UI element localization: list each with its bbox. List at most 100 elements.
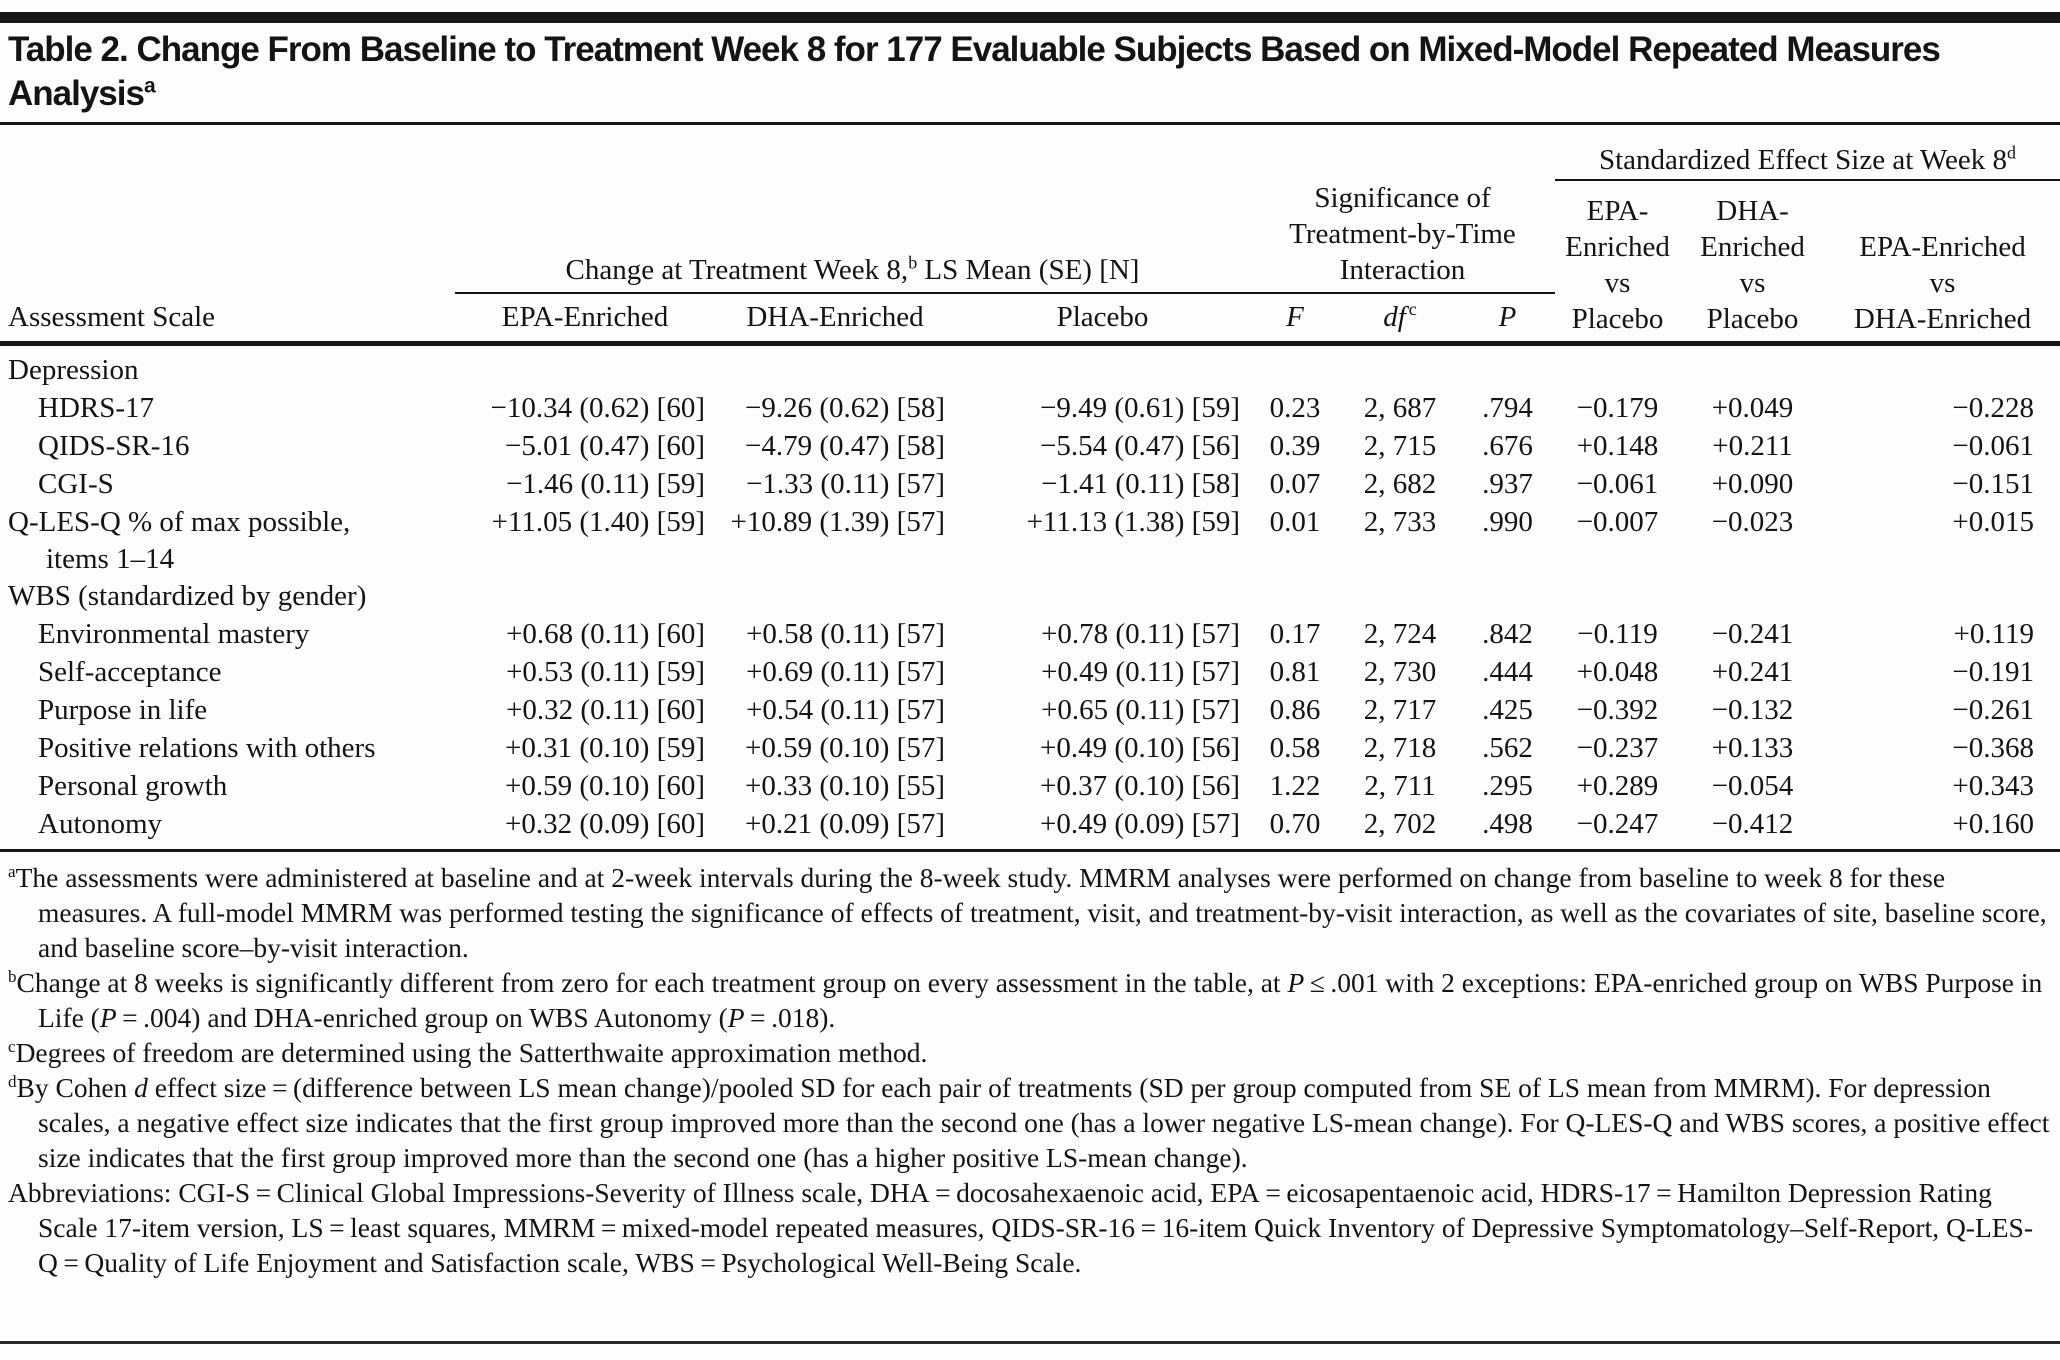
spacer-cell — [0, 125, 455, 180]
table-top-rule — [0, 12, 2060, 23]
cell-es-epa-dha: +0.343 — [1952, 770, 2035, 802]
row-label: HDRS-17 — [38, 392, 155, 424]
cell-p: .990 — [1482, 506, 1533, 538]
cell-epa: +0.59 (0.10) [60] — [505, 770, 705, 802]
change-footnote-marker: b — [908, 252, 918, 273]
cell-epa: +0.68 (0.11) [60] — [506, 618, 705, 650]
cell-epa: +0.31 (0.10) [59] — [505, 732, 705, 764]
cell-es-dha-placebo: +0.049 — [1711, 392, 1794, 424]
cell-f: 0.17 — [1269, 618, 1321, 650]
cell-p: .676 — [1482, 430, 1533, 462]
cell-dha: +0.58 (0.11) [57] — [746, 618, 945, 650]
cell-p: .842 — [1482, 618, 1533, 650]
cell-df: 2, 711 — [1364, 770, 1436, 802]
cell-placebo: +11.13 (1.38) [59] — [1026, 506, 1240, 538]
cell-df: 2, 718 — [1363, 732, 1437, 764]
cell-p: .937 — [1482, 468, 1533, 500]
cell-f: 0.07 — [1269, 468, 1321, 500]
footnote-c: cDegrees of freedom are determined using… — [8, 1036, 928, 1068]
cell-placebo: +0.78 (0.11) [57] — [1041, 618, 1240, 650]
cell-placebo: +0.65 (0.11) [57] — [1041, 694, 1240, 726]
spacer-cell — [455, 125, 1250, 180]
cell-es-epa-placebo: −0.061 — [1576, 468, 1659, 500]
col-header-epa-vs-placebo: EPA- Enriched vs Placebo — [1565, 195, 1670, 335]
row-label: Purpose in life — [38, 694, 208, 726]
cell-placebo: +0.49 (0.10) [56] — [1040, 732, 1240, 764]
footnote-marker: c — [8, 1036, 16, 1056]
significance-group-header: Significance of Treatment-by-Time Interact… — [1250, 180, 1555, 294]
cell-p: .794 — [1482, 392, 1533, 424]
header-spanner-row-1: Standardized Effect Size at Week 8d — [0, 125, 2060, 181]
table-row: Personal growth +0.59 (0.10) [60] +0.33 … — [0, 768, 2060, 806]
cell-es-dha-placebo: −0.241 — [1711, 618, 1794, 650]
footnote-abbreviations: Abbreviations: CGI-S = Clinical Global I… — [8, 1177, 2034, 1278]
cell-placebo: +0.49 (0.11) [57] — [1041, 656, 1240, 688]
col-header-epa-enriched: EPA-Enriched — [501, 301, 669, 333]
section-label: Depression — [0, 341, 2060, 390]
change-group-label-suffix: LS Mean (SE) [N] — [917, 254, 1140, 286]
table-row: HDRS-17 −10.34 (0.62) [60] −9.26 (0.62) … — [0, 390, 2060, 428]
cell-es-dha-placebo: +0.241 — [1711, 656, 1794, 688]
row-label: Q-LES-Q % of max possible, items 1–14 — [8, 506, 351, 575]
table-title: Table 2. Change From Baseline to Treatme… — [0, 23, 2060, 125]
cell-dha: +0.54 (0.11) [57] — [746, 694, 945, 726]
cell-es-epa-placebo: +0.289 — [1576, 770, 1659, 802]
row-label: QIDS-SR-16 — [38, 430, 190, 462]
cell-es-dha-placebo: +0.090 — [1711, 468, 1794, 500]
table-body: Depression HDRS-17 −10.34 (0.62) [60] −9… — [0, 341, 2060, 852]
cell-epa: −10.34 (0.62) [60] — [490, 392, 705, 424]
row-label: Environmental mastery — [38, 618, 310, 650]
cell-f: 0.86 — [1269, 694, 1321, 726]
col-header-assessment-scale: Assessment Scale — [8, 301, 215, 333]
row-label: Positive relations with others — [38, 732, 376, 764]
cell-placebo: −9.49 (0.61) [59] — [1040, 392, 1240, 424]
effect-size-group-label: Standardized Effect Size at Week 8 — [1598, 144, 2008, 176]
table-row: Purpose in life +0.32 (0.11) [60] +0.54 … — [0, 692, 2060, 730]
table-row: CGI-S −1.46 (0.11) [59] −1.33 (0.11) [57… — [0, 466, 2060, 504]
cell-es-epa-dha: −0.151 — [1952, 468, 2035, 500]
table-title-text: Table 2. Change From Baseline to Treatme… — [8, 30, 1941, 69]
footnote-d: dBy Cohen d effect size = (difference be… — [8, 1071, 2050, 1173]
cell-es-epa-placebo: −0.237 — [1576, 732, 1659, 764]
header-spanner-row-2: Change at Treatment Week 8,b LS Mean (SE… — [0, 180, 2060, 335]
cell-f: 0.39 — [1269, 430, 1321, 462]
cell-epa: +11.05 (1.40) [59] — [491, 506, 705, 538]
cell-placebo: +0.37 (0.10) [56] — [1040, 770, 1240, 802]
cell-es-dha-placebo: +0.211 — [1712, 430, 1793, 462]
footnote-marker: d — [8, 1071, 17, 1091]
cell-es-dha-placebo: −0.412 — [1680, 806, 1825, 852]
footnote-b: bChange at 8 weeks is significantly diff… — [8, 966, 2043, 1033]
cell-placebo: +0.49 (0.09) [57] — [955, 806, 1250, 852]
table-title-footnote-marker: a — [143, 74, 156, 98]
col-header-dha-vs-placebo: DHA- Enriched vs Placebo — [1700, 195, 1805, 335]
footnote-a: aThe assessments were administered at ba… — [8, 861, 2047, 963]
table-row: Self-acceptance +0.53 (0.11) [59] +0.69 … — [0, 654, 2060, 692]
cell-df: 2, 702 — [1340, 806, 1460, 852]
change-group-label: Change at Treatment Week 8, — [565, 254, 909, 286]
cell-es-epa-dha: −0.228 — [1952, 392, 2035, 424]
effect-size-group-header: Standardized Effect Size at Week 8d — [1555, 125, 2060, 181]
footnotes: aThe assessments were administered at ba… — [0, 852, 2060, 1280]
cell-f: 0.58 — [1269, 732, 1321, 764]
effect-size-footnote-marker: d — [2007, 142, 2017, 163]
cell-es-epa-placebo: +0.048 — [1576, 656, 1659, 688]
table-row: Positive relations with others +0.31 (0.… — [0, 730, 2060, 768]
cell-epa: +0.32 (0.09) [60] — [455, 806, 715, 852]
cell-placebo: −1.41 (0.11) [58] — [1041, 468, 1240, 500]
cell-dha: +0.69 (0.11) [57] — [746, 656, 945, 688]
cell-es-epa-dha: −0.368 — [1952, 732, 2035, 764]
cell-es-dha-placebo: −0.132 — [1711, 694, 1794, 726]
cell-es-epa-placebo: −0.119 — [1577, 618, 1658, 650]
cell-p: .295 — [1482, 770, 1533, 802]
cell-es-epa-placebo: −0.007 — [1576, 506, 1659, 538]
spacer-cell — [0, 180, 455, 293]
row-label: CGI-S — [38, 468, 114, 500]
cell-dha: +0.33 (0.10) [55] — [745, 770, 945, 802]
cell-placebo: −5.54 (0.47) [56] — [1040, 430, 1240, 462]
col-header-epa-vs-dha: EPA-Enriched vs DHA-Enriched — [1853, 231, 2032, 335]
cell-f: 0.01 — [1269, 506, 1321, 538]
cell-es-epa-dha: −0.261 — [1952, 694, 2035, 726]
page-root: { "title": { "text": "Table 2. Change Fr… — [0, 12, 2060, 1360]
cell-es-epa-placebo: −0.247 — [1555, 806, 1680, 852]
table-bottom-rule — [0, 1341, 2060, 1344]
